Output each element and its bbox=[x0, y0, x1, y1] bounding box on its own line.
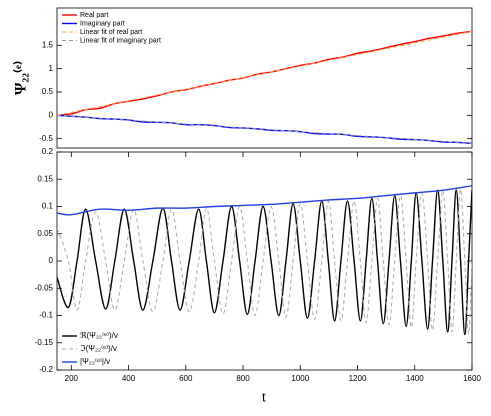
series-line bbox=[57, 188, 472, 336]
y-tick-label: 0 bbox=[49, 110, 54, 119]
y-tick-label: -0.15 bbox=[35, 338, 54, 347]
x-tick-label: 1600 bbox=[463, 374, 481, 383]
series-line bbox=[57, 185, 472, 216]
x-tick-label: 1200 bbox=[349, 374, 367, 383]
y-tick-label: 0.5 bbox=[42, 87, 54, 96]
plot-frame bbox=[56, 151, 473, 371]
legend-label: Linear fit of real part bbox=[80, 29, 142, 36]
x-tick-label: 800 bbox=[236, 374, 250, 383]
y-tick-label: 0.05 bbox=[37, 229, 53, 238]
y-tick-label: 0.1 bbox=[42, 202, 54, 211]
legend-label: |Ψ₂₂⁽ᵉ⁾|/v bbox=[80, 357, 110, 366]
x-tick-label: 600 bbox=[179, 374, 193, 383]
legend-label: Real part bbox=[80, 12, 108, 19]
series-line bbox=[57, 114, 472, 144]
legend-label: Imaginary part bbox=[80, 20, 125, 27]
legend-label: ℜ(Ψ₂₂⁽ᵉ⁾)/v bbox=[80, 331, 118, 340]
y-tick-label: 0.2 bbox=[42, 147, 54, 156]
y-tick-label: -0.2 bbox=[39, 365, 53, 374]
x-tick-label: 200 bbox=[65, 374, 79, 383]
y-axis-label: Ψ₂₂⁽ᵉ⁾ bbox=[13, 61, 30, 95]
y-tick-label: -0.05 bbox=[35, 283, 54, 292]
y-tick-label: 0.15 bbox=[37, 174, 53, 183]
plot-frame bbox=[56, 7, 473, 149]
y-tick-label: -0.1 bbox=[39, 311, 53, 320]
x-tick-label: 1000 bbox=[291, 374, 309, 383]
y-tick-label: -0.5 bbox=[39, 134, 53, 143]
legend-label: ℑ(Ψ₂₂⁽ᵉ⁾)/v bbox=[80, 344, 117, 353]
series-line bbox=[57, 30, 472, 116]
series-line bbox=[57, 189, 472, 336]
y-tick-label: 1 bbox=[49, 64, 54, 73]
y-tick-label: 1.5 bbox=[42, 40, 54, 49]
x-tick-label: 1400 bbox=[406, 374, 424, 383]
x-axis-label: t bbox=[262, 389, 267, 405]
legend-label: Linear fit of imaginary part bbox=[80, 37, 161, 44]
y-tick-label: 0 bbox=[49, 256, 54, 265]
x-tick-label: 400 bbox=[122, 374, 136, 383]
